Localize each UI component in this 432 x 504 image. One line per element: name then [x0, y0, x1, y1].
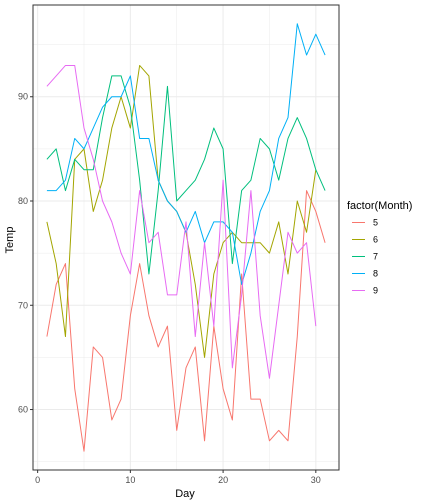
legend-label-9: 9 — [373, 286, 378, 296]
legend: factor(Month) 5 6 7 8 9 — [347, 200, 412, 299]
y-axis-title: Temp — [4, 227, 16, 254]
y-tick-label: 70 — [18, 300, 28, 310]
axes: 0 10 20 30 60 70 80 90 — [18, 4, 340, 485]
series-lines — [46, 23, 326, 452]
legend-label-5: 5 — [373, 218, 378, 228]
legend-label-6: 6 — [373, 235, 378, 245]
series-line-7 — [46, 75, 326, 275]
series-line-8 — [46, 23, 326, 285]
legend-label-8: 8 — [373, 269, 378, 279]
panel-border — [32, 4, 340, 471]
x-axis-title: Day — [175, 488, 195, 500]
x-tick-label: 10 — [125, 475, 135, 485]
legend-title: factor(Month) — [347, 200, 412, 212]
legend-label-7: 7 — [373, 252, 378, 262]
series-line-9 — [46, 64, 317, 379]
x-tick-label: 20 — [218, 475, 228, 485]
x-tick-label: 30 — [311, 475, 321, 485]
y-tick-label: 60 — [18, 405, 28, 415]
grid-lines — [33, 5, 339, 470]
y-tick-label: 80 — [18, 196, 28, 206]
series-line-5 — [46, 190, 326, 452]
y-tick-label: 90 — [18, 92, 28, 102]
x-tick-label: 0 — [35, 475, 40, 485]
